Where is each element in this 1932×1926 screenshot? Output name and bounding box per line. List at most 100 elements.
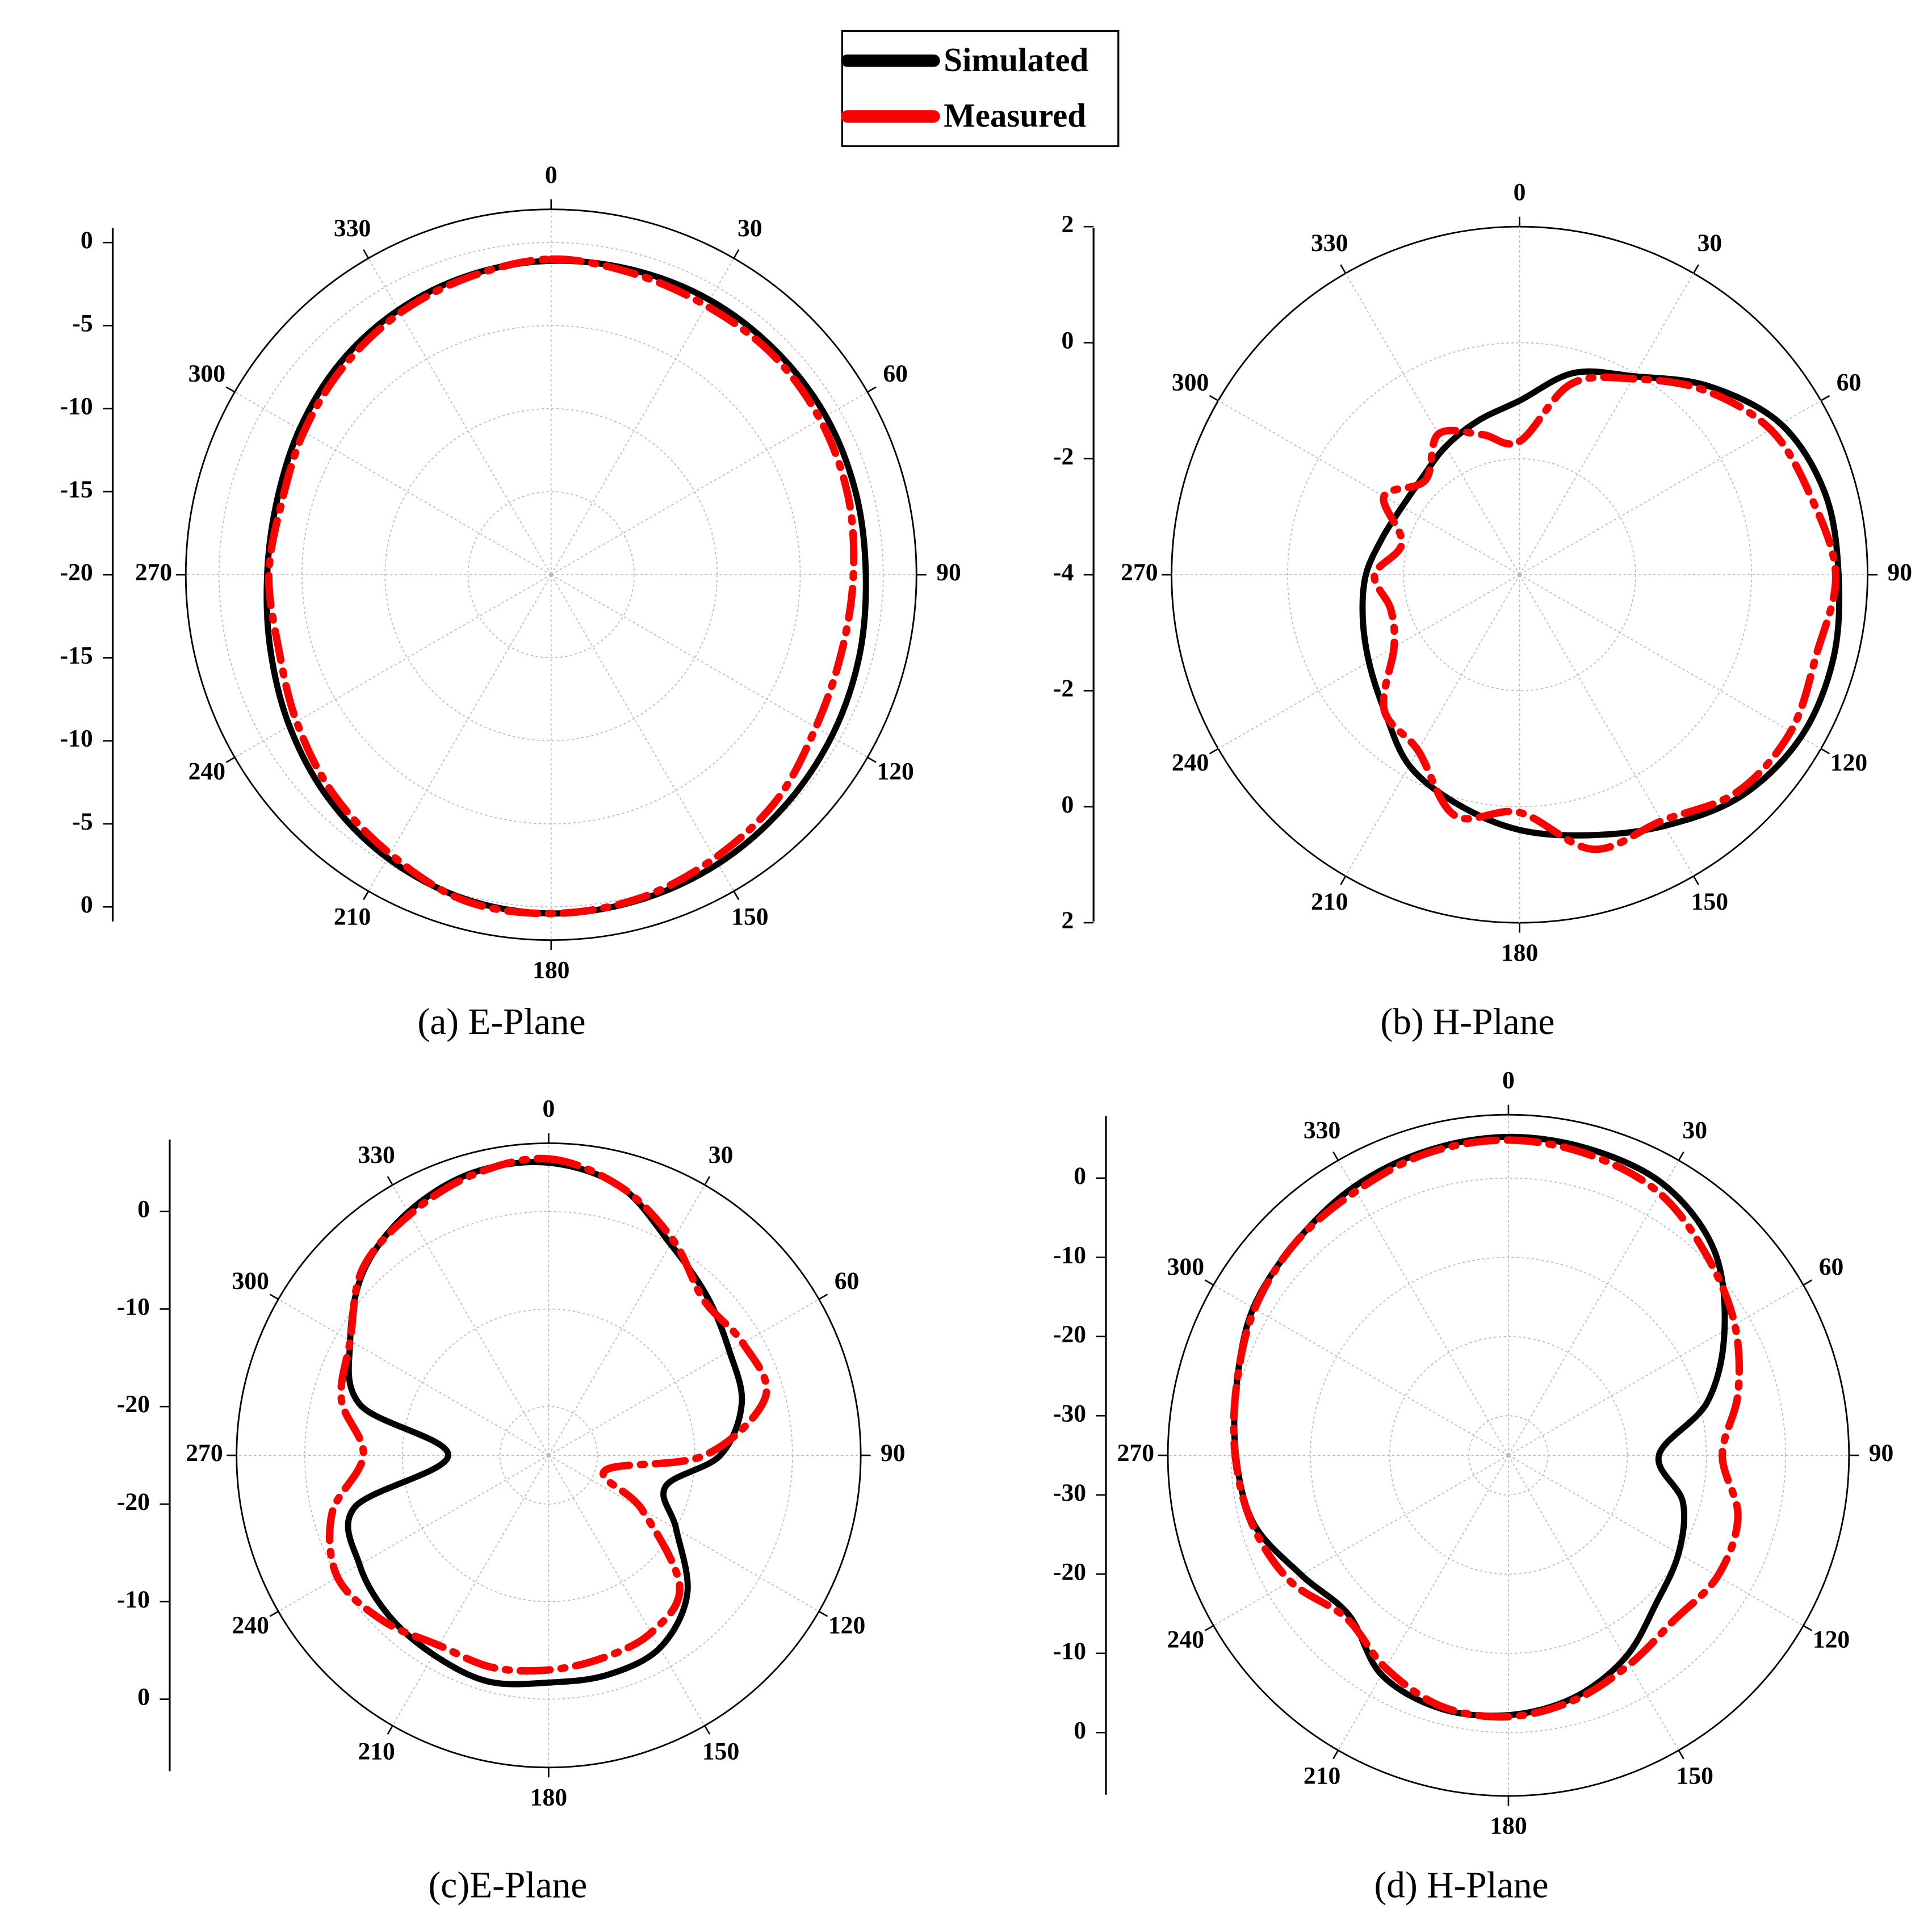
theta-tick	[387, 1176, 393, 1186]
theta-tick	[1332, 1151, 1339, 1161]
spoke	[1519, 574, 1821, 750]
series-line	[1231, 1133, 1728, 1719]
theta-tick-label: 270	[1121, 559, 1158, 586]
theta-tick-label: 210	[334, 903, 371, 931]
theta-tick	[1204, 1279, 1214, 1286]
theta-tick-label: 270	[186, 1439, 223, 1467]
spoke	[1519, 574, 1694, 877]
theta-tick-label: 120	[1813, 1626, 1850, 1653]
theta-tick-label: 30	[1698, 229, 1723, 257]
r-tick-label: -20	[117, 1391, 150, 1418]
series-line	[1359, 368, 1843, 839]
theta-tick-label: 150	[702, 1737, 739, 1765]
theta-tick-label: 90	[881, 1439, 906, 1467]
series-line	[345, 1159, 745, 1688]
r-tick-label: 0	[137, 1684, 150, 1711]
theta-tick	[733, 249, 740, 259]
r-tick-label: 0	[1061, 791, 1074, 818]
r-tick-label: -20	[117, 1488, 150, 1515]
spoke	[1213, 1455, 1509, 1626]
spoke	[1508, 1160, 1679, 1456]
grid-circle	[1287, 342, 1753, 807]
theta-tick	[1209, 395, 1219, 401]
theta-tick-label: 60	[1837, 369, 1862, 396]
theta-tick-label: 240	[1167, 1626, 1204, 1653]
spoke	[278, 1299, 549, 1456]
spoke	[548, 1299, 819, 1456]
r-tick-label: -10	[1053, 1638, 1086, 1665]
theta-tick-label: 60	[835, 1267, 860, 1295]
theta-tick-label: 240	[1172, 749, 1209, 776]
theta-tick	[1204, 1624, 1214, 1631]
spoke	[548, 1455, 705, 1726]
caption: (d) H-Plane	[1374, 1865, 1548, 1906]
theta-tick-label: 180	[1490, 1812, 1527, 1840]
theta-tick-label: 150	[731, 903, 768, 931]
r-tick-label: -20	[1053, 1321, 1086, 1348]
theta-tick	[867, 756, 877, 763]
theta-tick	[1820, 748, 1830, 755]
theta-tick-label: 300	[1172, 369, 1209, 396]
spoke	[1218, 400, 1520, 575]
theta-tick	[1803, 1624, 1813, 1631]
theta-tick	[1692, 876, 1699, 885]
theta-tick-label: 120	[828, 1611, 865, 1639]
r-tick-label: -2	[1053, 675, 1074, 702]
theta-tick-label: 150	[1677, 1762, 1713, 1790]
theta-tick-label: 240	[188, 757, 225, 785]
theta-tick-label: 300	[1167, 1253, 1204, 1280]
r-tick-label: -30	[1053, 1479, 1086, 1506]
spoke	[1338, 1160, 1509, 1456]
series-line	[325, 1154, 770, 1675]
r-tick-label: 0	[81, 227, 93, 254]
r-tick-label: -4	[1053, 559, 1074, 586]
theta-tick	[387, 1725, 393, 1735]
r-tick-label: 0	[81, 891, 93, 918]
theta-tick-label: 30	[709, 1141, 734, 1169]
grid-circle	[1389, 1335, 1628, 1575]
series-line	[265, 255, 858, 918]
theta-tick-label: 120	[1830, 749, 1867, 776]
r-tick-label: -15	[60, 476, 93, 503]
theta-tick-label: 0	[545, 161, 558, 189]
theta-tick-label: 0	[1514, 178, 1526, 206]
spoke	[1345, 273, 1520, 575]
r-tick-label: 0	[1074, 1162, 1086, 1190]
grid-circle	[1310, 1257, 1707, 1654]
spoke	[1519, 400, 1821, 575]
spoke	[548, 1455, 819, 1612]
r-tick-label: -20	[1053, 1558, 1086, 1585]
theta-tick-label: 330	[358, 1141, 395, 1169]
theta-tick	[1678, 1749, 1684, 1760]
theta-tick	[363, 249, 370, 259]
spoke	[234, 574, 552, 758]
theta-tick-label: 330	[1304, 1116, 1340, 1144]
r-tick-label: -2	[1053, 443, 1074, 470]
grid-circle	[384, 408, 718, 742]
theta-tick	[818, 1610, 828, 1617]
r-tick-label: 2	[1061, 907, 1074, 934]
theta-tick-label: 210	[1304, 1762, 1340, 1790]
r-tick-label: 0	[1074, 1716, 1086, 1744]
spoke	[392, 1184, 550, 1456]
spoke	[368, 574, 552, 891]
caption: (b) H-Plane	[1380, 1002, 1554, 1042]
theta-tick	[269, 1610, 279, 1617]
legend-box	[841, 30, 1120, 148]
spoke	[551, 391, 868, 575]
theta-tick-label: 30	[1682, 1116, 1707, 1144]
spoke	[1213, 1284, 1509, 1456]
r-tick-label: 0	[137, 1196, 150, 1223]
theta-tick-label: 210	[358, 1737, 395, 1765]
theta-tick	[225, 386, 236, 393]
r-tick-label: 2	[1061, 211, 1074, 238]
series-line	[1230, 1136, 1743, 1721]
theta-tick-label: 330	[334, 215, 371, 242]
theta-tick-label: 90	[936, 559, 961, 586]
r-tick-label: -15	[60, 642, 93, 669]
spoke	[550, 574, 735, 891]
grid-circle	[467, 491, 635, 659]
spoke	[548, 1184, 705, 1456]
spoke	[278, 1455, 549, 1612]
